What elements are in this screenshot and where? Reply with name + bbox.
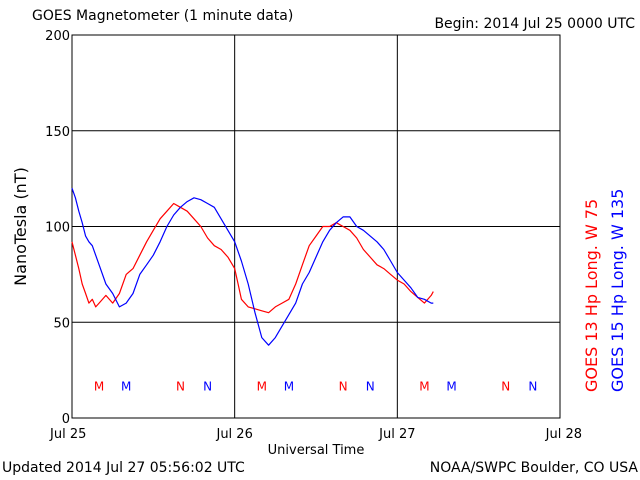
marker-n: N <box>501 379 510 393</box>
x-tick-label: Jul 25 <box>49 427 86 442</box>
marker-n: N <box>339 379 348 393</box>
marker-n: N <box>528 379 537 393</box>
x-tick-label: Jul 27 <box>378 427 415 442</box>
y-tick-label: 150 <box>45 125 70 140</box>
chart-title: GOES Magnetometer (1 minute data) <box>32 8 294 24</box>
marker-n: N <box>176 379 185 393</box>
marker-n: N <box>366 379 375 393</box>
marker-m: M <box>446 379 456 393</box>
begin-time: Begin: 2014 Jul 25 0000 UTC <box>434 16 635 32</box>
marker-n: N <box>203 379 212 393</box>
legend-label-goes13: GOES 13 Hp Long. W 75 <box>582 199 601 392</box>
y-tick-label: 100 <box>45 221 70 236</box>
marker-m: M <box>121 379 131 393</box>
legend-label-goes15: GOES 15 Hp Long. W 135 <box>608 189 627 392</box>
y-tick-label: 200 <box>45 29 70 44</box>
series-line-goes13 <box>71 202 434 314</box>
y-tick-label: 50 <box>53 316 70 331</box>
marker-m: M <box>257 379 267 393</box>
x-tick-label: Jul 28 <box>545 427 582 442</box>
x-tick-label: Jul 26 <box>215 427 252 442</box>
y-axis-label: NanoTesla (nT) <box>11 167 30 286</box>
x-axis-label: Universal Time <box>268 443 365 458</box>
series-line-goes15 <box>71 187 434 346</box>
marker-m: M <box>419 379 429 393</box>
marker-m: M <box>94 379 104 393</box>
credit-text: NOAA/SWPC Boulder, CO USA <box>429 460 638 476</box>
y-tick-label: 0 <box>62 412 70 427</box>
marker-m: M <box>284 379 294 393</box>
updated-timestamp: Updated 2014 Jul 27 05:56:02 UTC <box>2 460 245 476</box>
